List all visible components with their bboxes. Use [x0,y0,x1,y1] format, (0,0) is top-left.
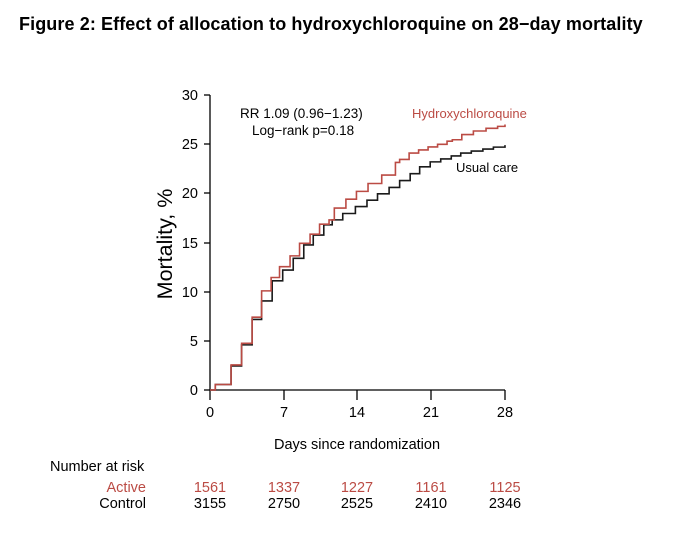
svg-text:30: 30 [182,88,198,104]
svg-text:Mortality, %: Mortality, % [153,189,177,300]
svg-text:21: 21 [423,405,439,421]
svg-text:Log−rank p=0.18: Log−rank p=0.18 [252,123,354,138]
svg-text:15: 15 [182,236,198,252]
svg-text:14: 14 [349,405,365,421]
svg-text:20: 20 [182,186,198,202]
svg-text:Days since randomization: Days since randomization [274,437,440,453]
svg-text:Hydroxychloroquine: Hydroxychloroquine [412,106,527,121]
svg-text:Usual care: Usual care [456,160,518,175]
svg-text:5: 5 [190,334,198,350]
svg-text:0: 0 [190,383,198,399]
svg-text:RR 1.09 (0.96−1.23): RR 1.09 (0.96−1.23) [240,106,363,121]
svg-text:7: 7 [280,405,288,421]
svg-text:25: 25 [182,137,198,153]
svg-text:0: 0 [206,405,214,421]
svg-text:28: 28 [497,405,513,421]
svg-text:10: 10 [182,285,198,301]
